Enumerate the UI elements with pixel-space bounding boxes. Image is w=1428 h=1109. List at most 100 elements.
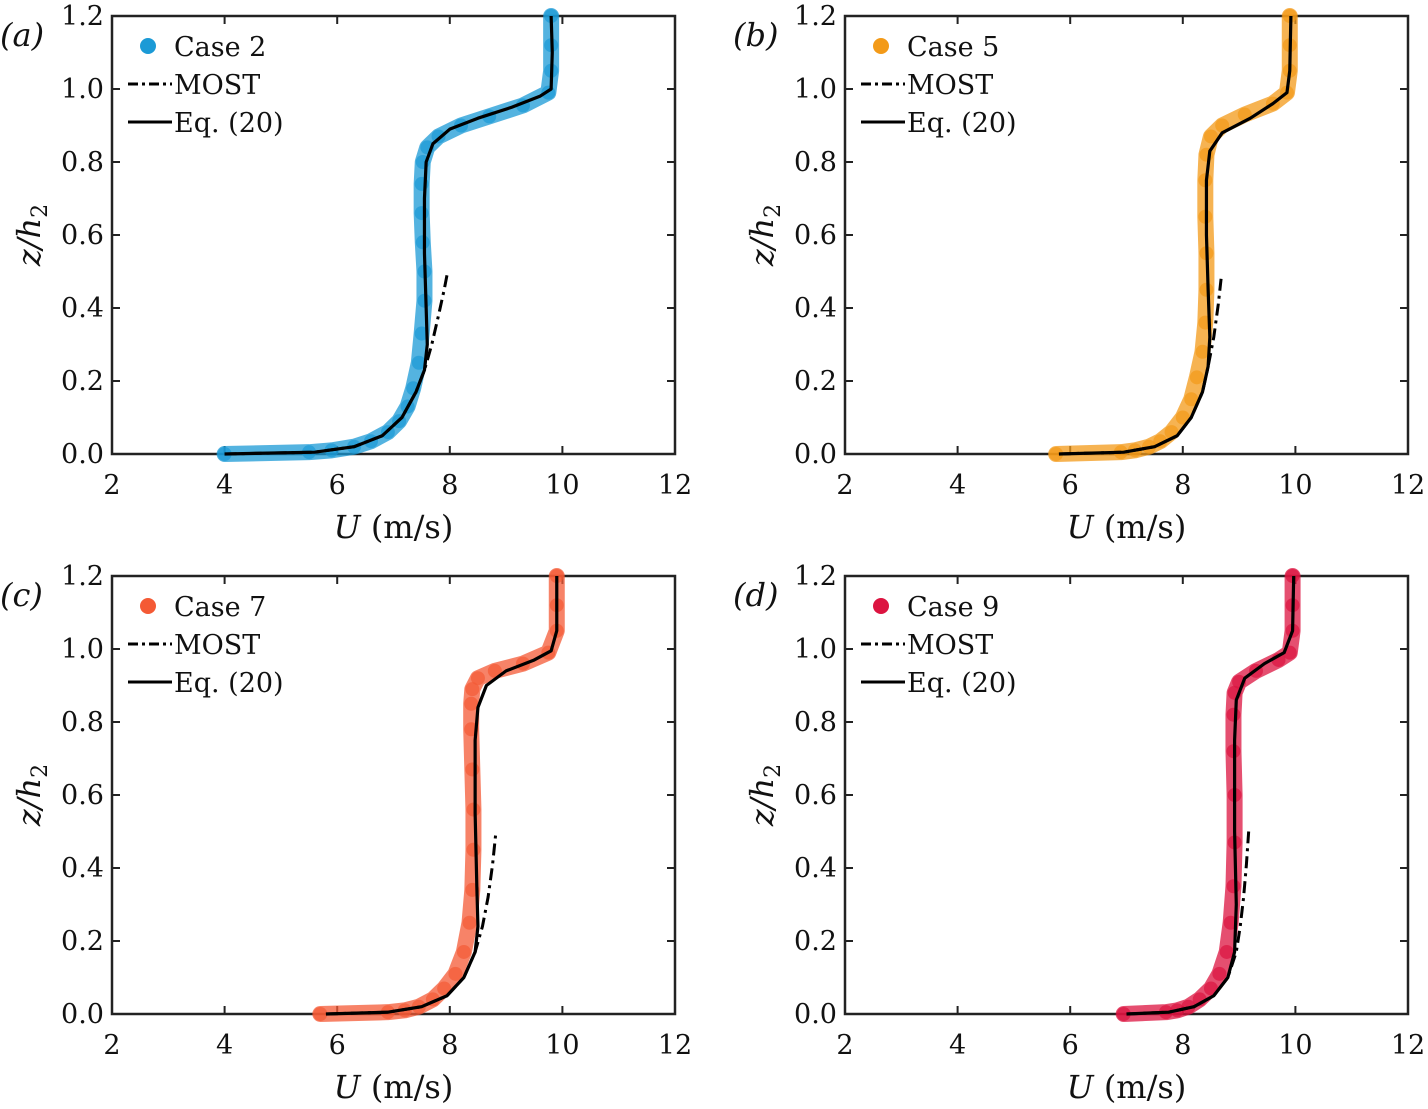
- y-axis-label: z/h2: [10, 764, 53, 827]
- data-point: [414, 326, 429, 341]
- data-point: [1226, 879, 1241, 894]
- y-tick-label: 0.2: [794, 926, 837, 957]
- plot-frame: [843, 574, 1410, 1016]
- legend: Case 5 MOST Eq. (20): [861, 32, 1017, 139]
- y-tick-label: 0.6: [61, 780, 104, 811]
- legend: Case 9 MOST Eq. (20): [861, 592, 1017, 699]
- legend-marker: [873, 38, 889, 54]
- legend-entry-most: MOST: [907, 70, 993, 101]
- legend-entry-case: Case 9: [907, 592, 999, 623]
- x-tick-label: 6: [329, 470, 346, 501]
- y-tick-label: 0.6: [61, 220, 104, 251]
- legend-entry-eq: Eq. (20): [174, 108, 284, 139]
- data-point: [464, 696, 479, 711]
- data-point: [470, 671, 485, 686]
- x-tick-label: 8: [441, 470, 458, 501]
- legend-entry-most: MOST: [174, 630, 260, 661]
- legend-entry-case: Case 5: [907, 32, 999, 63]
- x-tick-label: 2: [103, 1030, 120, 1061]
- y-tick-label: 0.4: [794, 293, 837, 324]
- x-tick-label: 10: [545, 1030, 579, 1061]
- data-point: [1219, 944, 1234, 959]
- y-tick-label: 1.0: [61, 634, 104, 665]
- data-point: [1199, 282, 1214, 297]
- plot-frame: [110, 14, 677, 456]
- y-tick-label: 1.0: [794, 634, 837, 665]
- y-axis-label: z/h2: [743, 764, 786, 827]
- y-axis-label: z/h2: [10, 204, 53, 267]
- y-tick-label: 0.8: [61, 147, 104, 178]
- series-eq20-line: [325, 576, 559, 1016]
- x-tick-label: 2: [836, 470, 853, 501]
- y-tick-label: 0.0: [794, 439, 837, 470]
- data-point: [1049, 447, 1064, 461]
- y-tick-label: 0.8: [61, 707, 104, 738]
- series-most-line: [224, 274, 449, 456]
- legend-entry-eq: Eq. (20): [907, 108, 1017, 139]
- x-tick-label: 10: [545, 470, 579, 501]
- y-tick-label: 0.0: [794, 999, 837, 1030]
- y-tick-label: 1.2: [794, 561, 837, 592]
- x-tick-label: 6: [1062, 470, 1079, 501]
- x-tick-label: 6: [329, 1030, 346, 1061]
- legend: Case 2 MOST Eq. (20): [128, 32, 284, 139]
- data-point: [1116, 1007, 1131, 1021]
- legend-entry-case: Case 2: [174, 32, 266, 63]
- y-tick-label: 0.2: [61, 926, 104, 957]
- series-eq20-line: [224, 15, 554, 456]
- x-tick-label: 8: [441, 1030, 458, 1061]
- data-point: [437, 981, 452, 996]
- legend-entry-most: MOST: [174, 70, 260, 101]
- data-point: [456, 944, 471, 959]
- y-tick-label: 1.0: [61, 74, 104, 105]
- legend-marker: [140, 598, 156, 614]
- x-tick-label: 8: [1174, 470, 1191, 501]
- y-tick-label: 0.0: [61, 439, 104, 470]
- legend: Case 7 MOST Eq. (20): [128, 592, 284, 699]
- x-tick-label: 4: [216, 470, 233, 501]
- x-tick-label: 4: [949, 1030, 966, 1061]
- data-point: [465, 762, 480, 777]
- legend-marker: [140, 38, 156, 54]
- data-point: [411, 355, 426, 370]
- y-tick-label: 1.2: [794, 1, 837, 32]
- x-tick-label: 4: [216, 1030, 233, 1061]
- data-point: [415, 235, 430, 250]
- panel-a: 2 4 6 8 10 12 0.0 0.2 0.4 0.6 0.8 1.0 1.2 U (m/s) z/h2…: [0, 1, 692, 546]
- y-tick-label: 0.0: [61, 999, 104, 1030]
- panel-label: (c): [0, 576, 43, 614]
- data-point: [1226, 707, 1241, 722]
- data-point: [448, 966, 463, 981]
- y-axis-label: z/h2: [743, 204, 786, 267]
- legend-entry-eq: Eq. (20): [174, 668, 284, 699]
- panel-label: (a): [0, 16, 44, 54]
- y-tick-label: 0.2: [61, 366, 104, 397]
- data-point: [414, 206, 429, 221]
- x-tick-label: 8: [1174, 1030, 1191, 1061]
- data-point: [1203, 981, 1218, 996]
- y-tick-label: 0.8: [794, 707, 837, 738]
- y-tick-label: 0.4: [61, 293, 104, 324]
- data-point: [1212, 966, 1227, 981]
- data-point: [1189, 370, 1204, 385]
- y-tick-label: 0.8: [794, 147, 837, 178]
- panel-d: 2 4 6 8 10 12 0.0 0.2 0.4 0.6 0.8 1.0 1.2 U (m/s) z/h2…: [733, 561, 1425, 1106]
- x-tick-label: 12: [1391, 470, 1425, 501]
- panel-label: (b): [733, 16, 778, 54]
- x-tick-label: 4: [949, 470, 966, 501]
- x-axis-label: U (m/s): [334, 1068, 454, 1106]
- x-tick-label: 12: [1391, 1030, 1425, 1061]
- y-tick-label: 1.2: [61, 561, 104, 592]
- data-point: [1184, 392, 1199, 407]
- panel-b: 2 4 6 8 10 12 0.0 0.2 0.4 0.6 0.8 1.0 1.2 U (m/s) z/h2…: [733, 1, 1425, 546]
- series-eq20-line: [1058, 15, 1293, 456]
- x-axis-label: U (m/s): [1067, 508, 1187, 546]
- x-axis-label: U (m/s): [1067, 1068, 1187, 1106]
- data-point: [465, 682, 480, 697]
- plot-frame: [843, 14, 1410, 456]
- data-point: [462, 915, 477, 930]
- x-tick-label: 2: [836, 1030, 853, 1061]
- x-axis-label: U (m/s): [334, 508, 454, 546]
- legend-entry-eq: Eq. (20): [907, 668, 1017, 699]
